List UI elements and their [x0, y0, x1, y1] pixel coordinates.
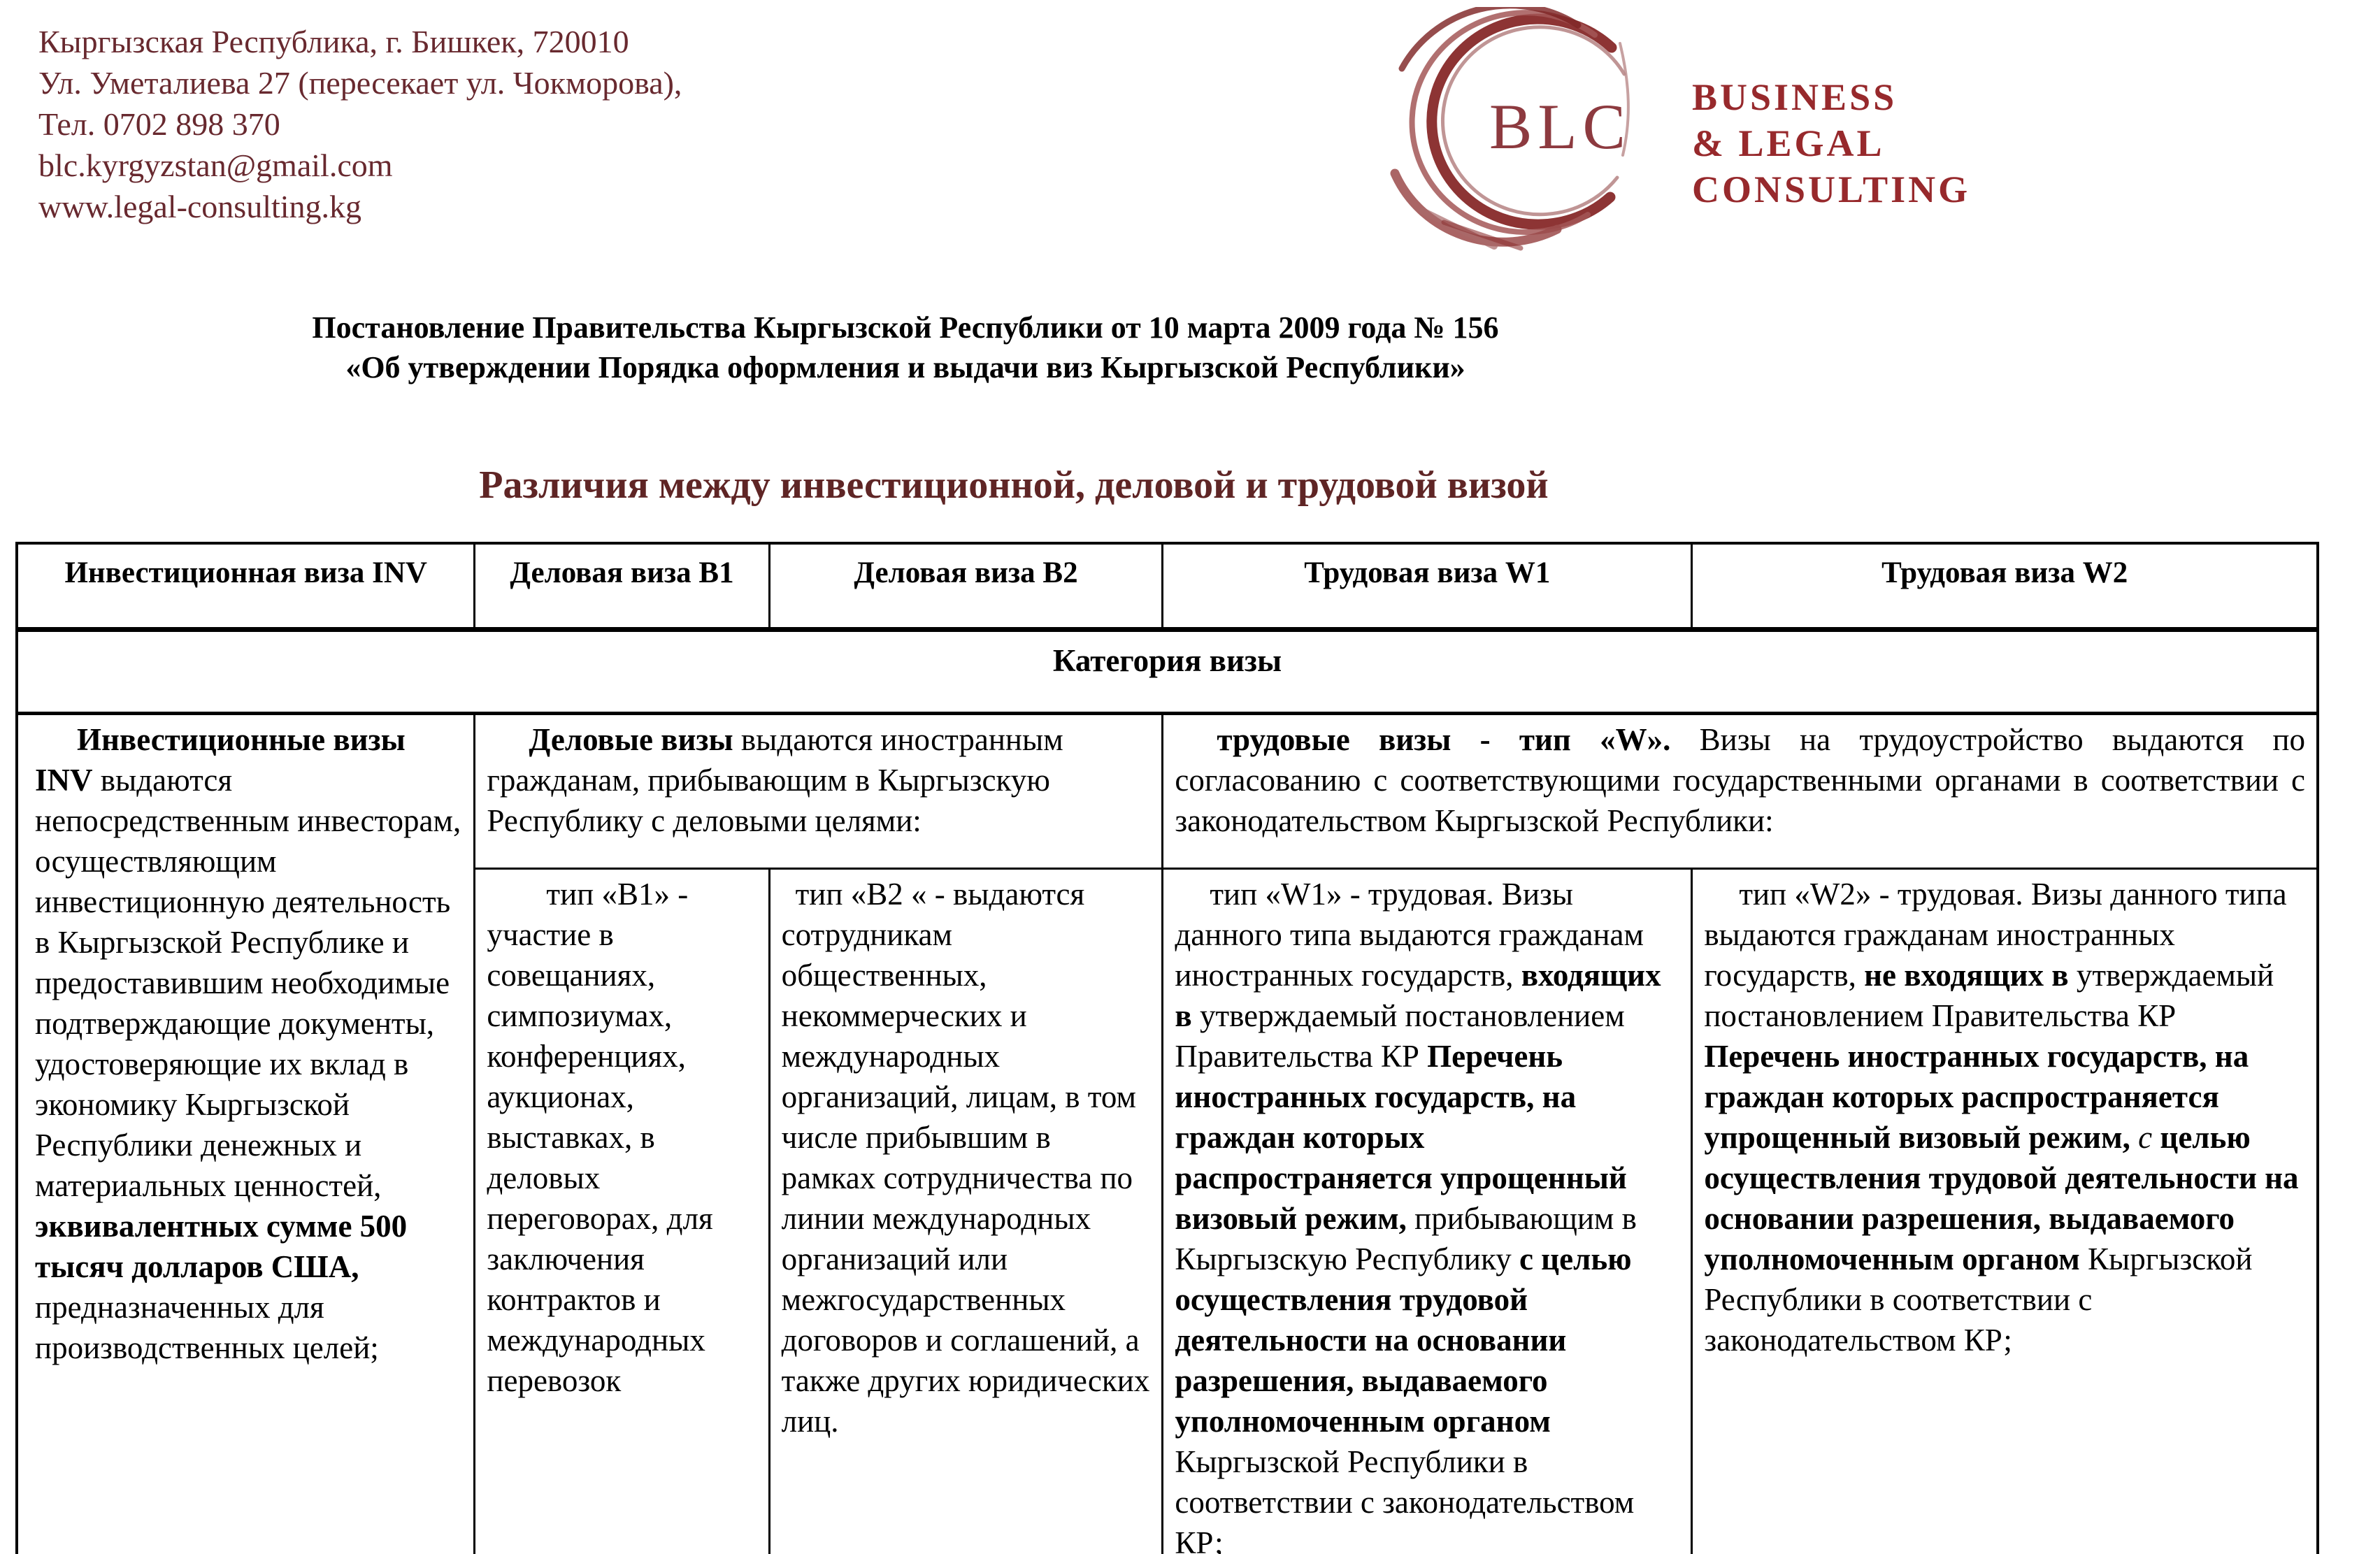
col-header-inv: Инвестиционная виза INV: [15, 542, 476, 632]
cell-w2-description: тип «W2» - трудовая. Визы данного типа в…: [1691, 868, 2319, 1554]
contact-line-website: www.legal-consulting.kg: [38, 189, 362, 224]
col-header-b1: Деловая виза B1: [473, 542, 770, 632]
cell-inv-description: Инвестиционные визы INV выдаются непосре…: [15, 712, 476, 1554]
col-header-b2: Деловая виза B2: [768, 542, 1164, 632]
logo-swirl-icon: [1390, 7, 1630, 251]
b2-description-text: тип «B2 « - выдаются сотрудникам обществ…: [781, 877, 1150, 1439]
inv-description-text: Инвестиционные визы INV выдаются непосре…: [35, 722, 461, 1365]
logo-wordmark: BUSINESS & LEGAL CONSULTING: [1692, 74, 1970, 213]
logo-wordmark-line2: & LEGAL: [1692, 122, 1885, 164]
section-heading: Различия между инвестиционной, деловой и…: [479, 463, 1549, 507]
decree-title-line1: Постановление Правительства Кыргызской Р…: [312, 310, 1499, 345]
logo-wordmark-line1: BUSINESS: [1692, 76, 1898, 118]
contact-block: Кыргызская Республика, г. Бишкек, 720010…: [38, 21, 682, 227]
cell-b2-description: тип «B2 « - выдаются сотрудникам обществ…: [768, 868, 1164, 1554]
decree-title-line2: «Об утверждении Порядка оформления и выд…: [345, 350, 1465, 384]
decree-title: Постановление Правительства Кыргызской Р…: [0, 308, 1811, 387]
visa-comparison-table: Инвестиционная виза INV Деловая виза B1 …: [15, 542, 2319, 1554]
business-intro-text: Деловые визы выдаются иностранным гражда…: [487, 722, 1063, 838]
category-row: Категория визы: [15, 628, 2319, 715]
w1-description-text: тип «W1» - трудовая. Визы данного типа в…: [1175, 877, 1661, 1554]
contact-line-email: blc.kyrgyzstan@gmail.com: [38, 148, 393, 183]
visa-types-row: тип «B1» - участие в совещаниях, симпози…: [17, 868, 2319, 1554]
cell-w1-description: тип «W1» - трудовая. Визы данного типа в…: [1161, 868, 1693, 1554]
col-header-w1: Трудовая виза W1: [1161, 542, 1693, 632]
cell-work-intro: трудовые визы - тип «W». Визы на трудоус…: [1161, 712, 2319, 870]
contact-line-address-city: Кыргызская Республика, г. Бишкек, 720010: [38, 24, 629, 59]
cell-b1-description: тип «B1» - участие в совещаниях, симпози…: [473, 868, 770, 1554]
table-header-row: Инвестиционная виза INV Деловая виза B1 …: [15, 542, 2319, 632]
category-row-label: Категория визы: [15, 628, 2319, 715]
cell-business-intro: Деловые визы выдаются иностранным гражда…: [473, 712, 1164, 870]
contact-line-phone: Тел. 0702 898 370: [38, 106, 280, 142]
w2-description-text: тип «W2» - трудовая. Визы данного типа в…: [1704, 877, 2299, 1358]
logo-wordmark-line3: CONSULTING: [1692, 168, 1971, 210]
work-intro-text: трудовые визы - тип «W». Визы на трудоус…: [1175, 722, 2305, 838]
company-logo: BLC BUSINESS & LEGAL CONSULTING: [1374, 7, 2073, 252]
intro-row: Инвестиционные визы INV выдаются непосре…: [15, 712, 2319, 1554]
col-header-w2: Трудовая виза W2: [1691, 542, 2319, 632]
logo-initials: BLC: [1489, 91, 1631, 162]
b1-description-text: тип «B1» - участие в совещаниях, симпози…: [487, 877, 713, 1398]
contact-line-street: Ул. Уметалиева 27 (пересекает ул. Чокмор…: [38, 65, 682, 101]
